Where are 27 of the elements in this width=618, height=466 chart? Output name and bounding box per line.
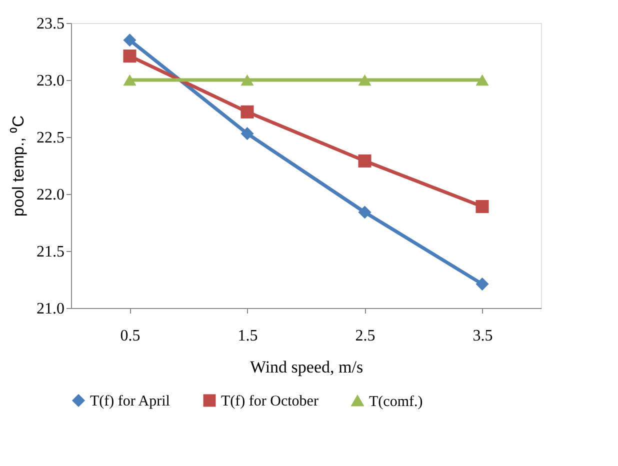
x-tick-label: 3.5 [472, 328, 493, 344]
point [240, 74, 254, 86]
x-tick-label: 0.5 [120, 328, 140, 344]
x-tick-label: 2.5 [355, 328, 376, 344]
point [358, 74, 372, 86]
point [358, 154, 372, 168]
point [476, 200, 489, 214]
y-tick-label: 21.0 [36, 300, 64, 318]
point [358, 206, 372, 219]
y-tick-label: 22.5 [36, 130, 64, 146]
point [123, 74, 136, 86]
point [240, 127, 254, 140]
y-tick-label: 21.5 [36, 244, 64, 260]
legend-label: T(f) for October [221, 394, 318, 410]
point [240, 105, 254, 118]
point [123, 34, 136, 47]
legend-label: T(f) for April [90, 394, 170, 410]
y-axis-title: pool temp., ⁰C [10, 115, 28, 217]
point [476, 74, 489, 86]
legend-label: T(comf.) [369, 394, 423, 410]
point [123, 50, 136, 63]
x-axis-title: Wind speed, m/s [250, 358, 364, 376]
y-tick-label: 23.0 [36, 72, 64, 90]
x-tick-label: 1.5 [238, 328, 258, 344]
point [476, 278, 489, 291]
y-tick-label: 23.5 [36, 16, 64, 32]
y-tick-label: 22.0 [36, 186, 64, 204]
